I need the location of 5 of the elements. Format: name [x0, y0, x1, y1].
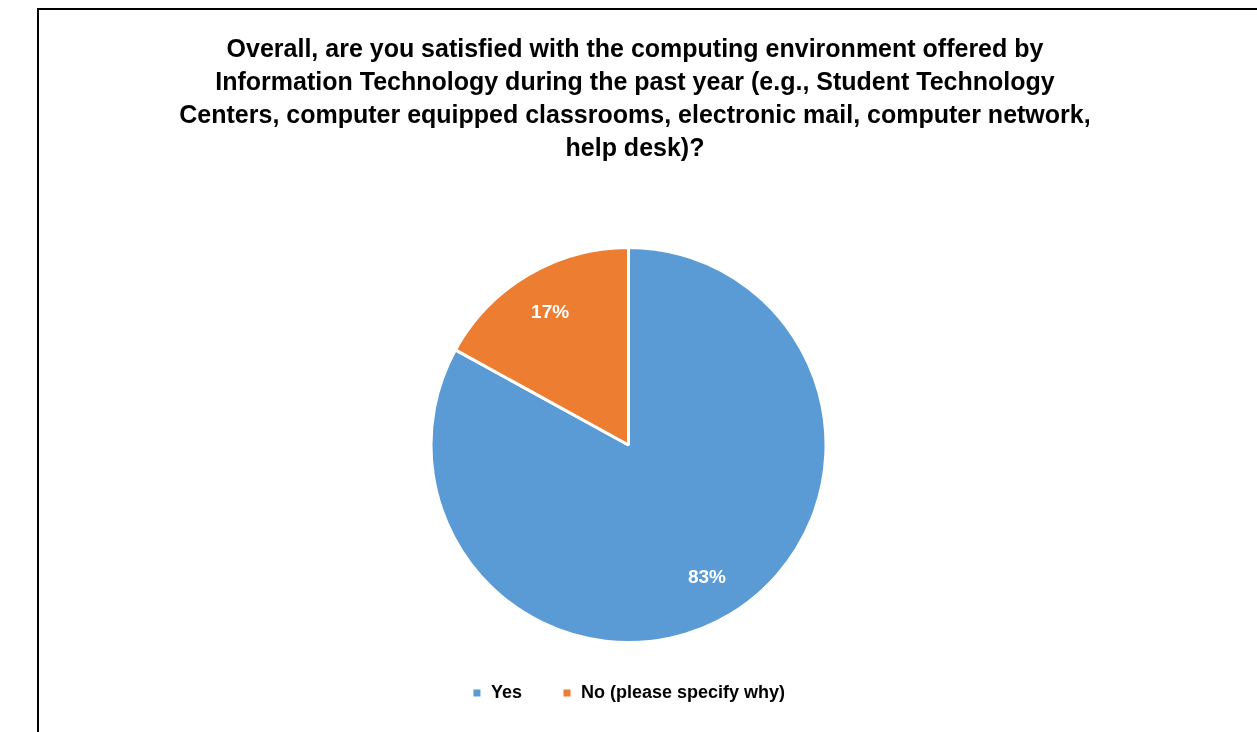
data-label: 17% — [531, 300, 570, 322]
legend-label: No (please specify why) — [580, 681, 786, 702]
chart-title: Overall, are you satisfied with the computing environment offered by Information Technology during the past year (e.g., Student Technology Centers, computer equipped classrooms, electronic mail, computer network, help desk)? — [178, 33, 1092, 163]
data-label: 83% — [687, 565, 727, 587]
legend-label: Yes — [490, 681, 522, 702]
